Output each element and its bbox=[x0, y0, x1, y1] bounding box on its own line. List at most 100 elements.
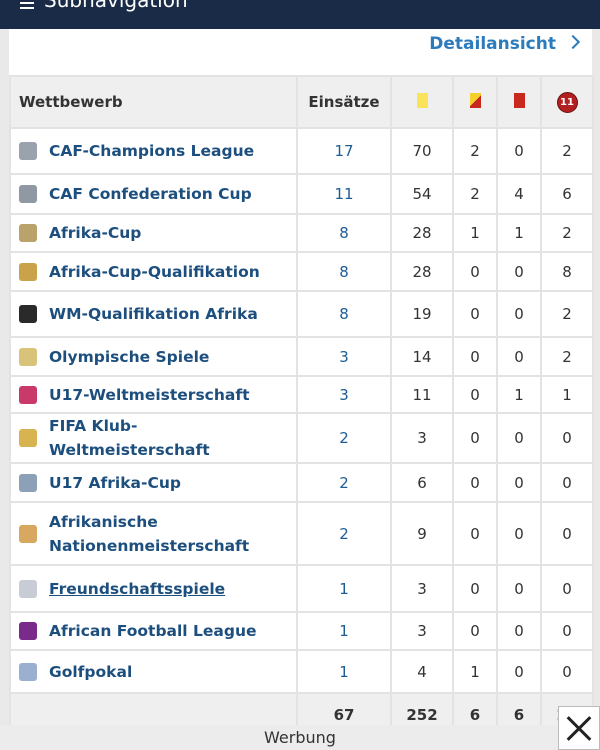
stat-value: 0 bbox=[470, 385, 480, 404]
stat-value: 2 bbox=[562, 347, 572, 366]
stat-value: 0 bbox=[470, 305, 480, 323]
competition-name[interactable]: Freundschaftsspiele bbox=[49, 579, 226, 598]
competition-name[interactable]: Afrikanische Nationenmeisterschaft bbox=[49, 512, 250, 555]
stat-cell: 8 bbox=[296, 213, 392, 253]
stat-cell: 3 bbox=[296, 336, 392, 377]
stat-cell: 0 bbox=[496, 501, 542, 566]
stat-cell: 0 bbox=[496, 290, 542, 338]
menu-icon bbox=[20, 2, 34, 4]
stat-value: 2 bbox=[562, 224, 572, 242]
stat-value: 1 bbox=[514, 385, 524, 404]
stat-cell: 1 bbox=[496, 375, 542, 414]
stat-cell: 0 bbox=[496, 251, 542, 292]
competition-cell: African Football League bbox=[9, 611, 298, 651]
stat-cell: 2 bbox=[296, 462, 392, 503]
stat-cell: 0 bbox=[496, 649, 542, 694]
stat-cell: 2 bbox=[540, 336, 594, 377]
detail-link[interactable]: Detailansicht bbox=[429, 34, 556, 54]
stat-cell: 0 bbox=[540, 649, 594, 694]
header-cell: Wettbewerb bbox=[9, 75, 298, 129]
stat-value: 2 bbox=[562, 305, 572, 323]
stat-cell: 1 bbox=[296, 611, 392, 651]
competition-name[interactable]: Afrika-Cup-Qualifikation bbox=[49, 262, 260, 281]
competition-cell: Olympische Spiele bbox=[9, 336, 298, 377]
competition-name[interactable]: CAF-Champions League bbox=[49, 142, 255, 160]
stat-value: 0 bbox=[470, 429, 480, 447]
competition-cell: U17-Weltmeisterschaft bbox=[9, 375, 298, 414]
appearances-link[interactable]: 3 bbox=[339, 385, 349, 404]
sub-navigation[interactable]: Subnavigation bbox=[0, 0, 600, 29]
stat-value: 0 bbox=[470, 473, 480, 492]
competition-cell: U17 Afrika-Cup bbox=[9, 462, 298, 503]
stat-cell: 2 bbox=[452, 173, 498, 215]
competition-logo bbox=[19, 185, 37, 203]
competition-name[interactable]: African Football League bbox=[49, 622, 257, 640]
card-icon bbox=[416, 92, 428, 108]
appearances-link[interactable]: 1 bbox=[339, 662, 349, 681]
stat-value: 19 bbox=[412, 305, 432, 323]
stat-cell: 11 bbox=[390, 375, 454, 414]
stat-cell: 8 bbox=[296, 290, 392, 338]
appearances-link[interactable]: 3 bbox=[339, 347, 349, 366]
appearances-link[interactable]: 2 bbox=[339, 473, 349, 492]
appearances-link[interactable]: 8 bbox=[339, 262, 349, 281]
stat-cell: 1 bbox=[496, 213, 542, 253]
competition-name[interactable]: WM-Qualifikation Afrika bbox=[49, 305, 258, 323]
stat-value: 1 bbox=[470, 662, 480, 681]
appearances-link[interactable]: 11 bbox=[334, 185, 354, 203]
appearances-link[interactable]: 1 bbox=[339, 622, 349, 640]
competition-name[interactable]: Afrika-Cup bbox=[49, 224, 142, 242]
stat-cell: 0 bbox=[540, 611, 594, 651]
stat-cell: 0 bbox=[496, 127, 542, 175]
competition-name[interactable]: FIFA Klub-Weltmeisterschaft bbox=[49, 417, 210, 459]
stat-value: 2 bbox=[562, 142, 572, 160]
data-row: U17-Weltmeisterschaft 3 11 0 1 1 bbox=[9, 375, 594, 414]
appearances-link[interactable]: 1 bbox=[339, 579, 349, 598]
data-row: Golfpokal 1 4 1 0 0 bbox=[9, 649, 594, 694]
competition-cell: Afrika-Cup bbox=[9, 213, 298, 253]
stat-cell: 0 bbox=[452, 412, 498, 464]
competition-cell: CAF-Champions League bbox=[9, 127, 298, 175]
stat-value: 1 bbox=[514, 224, 524, 242]
competition-logo bbox=[19, 579, 37, 598]
competition-name[interactable]: Olympische Spiele bbox=[49, 347, 210, 366]
stat-cell: 54 bbox=[390, 173, 454, 215]
stat-cell: 3 bbox=[390, 611, 454, 651]
appearances-link[interactable]: 8 bbox=[339, 224, 349, 242]
competition-logo bbox=[19, 347, 37, 366]
appearances-link[interactable]: 2 bbox=[339, 429, 349, 447]
stat-value: 3 bbox=[417, 622, 427, 640]
competition-name[interactable]: U17 Afrika-Cup bbox=[49, 473, 181, 492]
stat-cell: 0 bbox=[540, 462, 594, 503]
stat-cell: 3 bbox=[390, 412, 454, 464]
data-row: FIFA Klub-Weltmeisterschaft 2 3 0 0 0 bbox=[9, 412, 594, 464]
data-row: African Football League 1 3 0 0 0 bbox=[9, 611, 594, 651]
competition-name[interactable]: U17-Weltmeisterschaft bbox=[49, 385, 250, 404]
stat-cell: 0 bbox=[452, 462, 498, 503]
nav-title[interactable]: Subnavigation bbox=[44, 0, 188, 12]
competition-logo bbox=[19, 142, 37, 160]
appearances-link[interactable]: 2 bbox=[339, 524, 349, 543]
stat-cell: 1 bbox=[540, 375, 594, 414]
stat-cell: 0 bbox=[452, 564, 498, 613]
stat-value: 0 bbox=[562, 622, 572, 640]
competition-logo bbox=[19, 524, 37, 543]
competition-cell: Freundschaftsspiele bbox=[9, 564, 298, 613]
appearances-link[interactable]: 8 bbox=[339, 305, 349, 323]
stat-cell: 2 bbox=[540, 127, 594, 175]
competition-name[interactable]: Golfpokal bbox=[49, 662, 133, 681]
close-button[interactable] bbox=[558, 706, 600, 750]
stat-value: 4 bbox=[514, 185, 524, 203]
stat-cell: 0 bbox=[452, 375, 498, 414]
competition-name[interactable]: CAF Confederation Cup bbox=[49, 185, 252, 203]
competition-logo bbox=[19, 622, 37, 640]
appearances-link[interactable]: 17 bbox=[334, 142, 354, 160]
stat-value: 0 bbox=[562, 662, 572, 681]
stat-cell: 8 bbox=[540, 251, 594, 292]
stat-value: 4 bbox=[417, 662, 427, 681]
stat-value: 0 bbox=[514, 524, 524, 543]
stat-value: 0 bbox=[562, 579, 572, 598]
stat-cell: 2 bbox=[296, 501, 392, 566]
stat-value: 0 bbox=[470, 524, 480, 543]
